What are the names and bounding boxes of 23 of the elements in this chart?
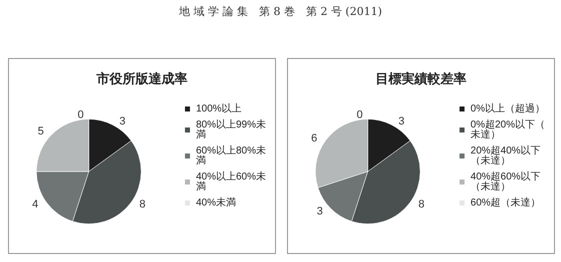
legend-label: 0%超20%以下（未達） xyxy=(470,118,545,140)
text: 地 域 学 論 集 第 8 巻 第 2 号 (2011) xyxy=(178,4,384,19)
legend-label: 60%以上80%未満 xyxy=(196,144,266,166)
legend-label: 60%超（未達） xyxy=(470,196,541,208)
legend-label: 0%以上（超過） xyxy=(470,102,545,114)
data-label: 4 xyxy=(32,198,38,211)
legend-label: 40%以上60%未満 xyxy=(196,170,266,192)
chart-title: 目標実績較差率 xyxy=(376,71,466,86)
data-label: 3 xyxy=(119,115,126,128)
legend-label: 80%以上99%未満 xyxy=(196,118,266,140)
legend-label: 40%超60%以下（未達） xyxy=(470,170,541,192)
chart-title: 市役所版達成率 xyxy=(96,71,188,86)
data-label: 8 xyxy=(418,198,425,211)
data-label: 3 xyxy=(316,205,323,218)
data-label: 5 xyxy=(38,126,44,138)
text: 0 xyxy=(78,109,84,122)
legend-label: 40%未満 xyxy=(196,196,236,208)
data-label: 3 xyxy=(398,115,405,128)
data-label: 8 xyxy=(139,198,146,211)
text: 0 xyxy=(356,109,363,122)
legend-label: 100%以上 xyxy=(196,102,242,114)
legend-label: 20%超40%以下（未達） xyxy=(470,144,541,166)
data-label: 6 xyxy=(311,132,318,144)
